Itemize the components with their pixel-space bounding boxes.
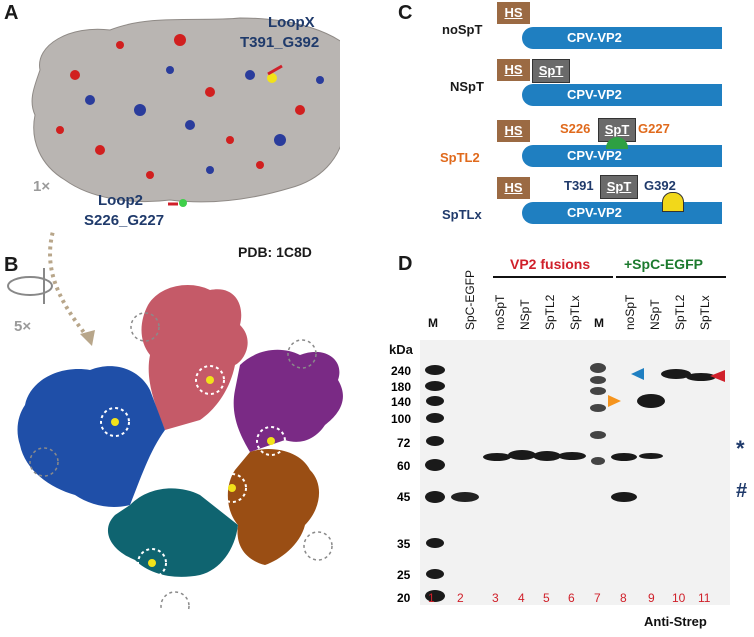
pentamer-structure: [7, 230, 343, 610]
lane-header-1: M: [428, 316, 438, 330]
lane-number-6: 6: [568, 591, 575, 605]
marker-180: 180: [391, 380, 412, 394]
hs-tag: HS: [497, 177, 530, 199]
construct-name: SpTLx: [442, 207, 482, 222]
marker-25: 25: [397, 568, 411, 582]
lane-number-3: 3: [492, 591, 499, 605]
group-spc-egfp: +SpC-EGFP: [624, 256, 703, 272]
marker-72: 72: [397, 436, 411, 450]
loop2-site-marker: [179, 199, 187, 207]
group-line-2: [616, 276, 726, 278]
vp2-bar: CPV-VP2: [522, 137, 722, 167]
panel-b-label: B: [4, 254, 19, 276]
lane-header-3: noSpT: [493, 294, 507, 330]
lane-header-4: NSpT: [518, 299, 532, 330]
vp2-label: CPV-VP2: [567, 148, 622, 163]
insertion-left-residue: S226: [560, 121, 591, 136]
construct-nspt: NSpT HS SpT CPV-VP2: [440, 57, 750, 117]
panel-a-label: A: [4, 2, 19, 24]
insertion-right-residue: G227: [638, 121, 670, 136]
marker-100: 100: [391, 412, 412, 426]
vp2-label: CPV-VP2: [567, 30, 622, 45]
lane-header-5: SpTL2: [543, 294, 557, 330]
loopx-title: LoopX: [268, 14, 315, 31]
marker-140: 140: [391, 395, 412, 409]
lane-header-6: SpTLx: [568, 295, 582, 330]
construct-name: NSpT: [450, 79, 484, 94]
loopx-site-marker: [267, 73, 277, 83]
construct-sptl2: SpTL2 HS S226 SpT G227 CPV-VP2: [440, 118, 750, 178]
loopx-site: T391_G392: [240, 34, 320, 51]
lane-header-8: noSpT: [623, 294, 637, 330]
group-line-1: [493, 276, 613, 278]
lane-header-7: M: [594, 316, 604, 330]
lane-number-9: 9: [648, 591, 655, 605]
hs-tag: HS: [497, 59, 530, 81]
vp2-bar: CPV-VP2: [522, 27, 722, 49]
lane-number-1: 1: [428, 591, 435, 605]
construct-nospt: noSpT HS CPV-VP2: [440, 0, 750, 60]
lane-header-10: SpTL2: [673, 294, 687, 330]
loop-marker: [662, 192, 684, 212]
hs-tag: HS: [497, 2, 530, 24]
western-blot: [420, 340, 730, 605]
blue-arrow: [631, 368, 644, 380]
hash-annotation: #: [736, 480, 748, 502]
vp2-label: CPV-VP2: [567, 87, 622, 102]
lane-number-4: 4: [518, 591, 525, 605]
marker-60: 60: [397, 459, 411, 473]
lane-number-2: 2: [457, 591, 464, 605]
loop2-site: S226_G227: [84, 212, 165, 229]
orange-arrow: [608, 395, 621, 407]
panel-c-label: C: [398, 2, 413, 24]
spt-tag: SpT: [600, 175, 638, 199]
hs-tag: HS: [497, 120, 530, 142]
lane-header-11: SpTLx: [698, 295, 712, 330]
count-5x-label: 5×: [14, 318, 32, 335]
loop-marker: [606, 137, 628, 149]
lane-number-7: 7: [594, 591, 601, 605]
kda-label: kDa: [389, 342, 413, 357]
construct-name: SpTL2: [440, 150, 480, 165]
count-1x-label: 1×: [33, 178, 51, 195]
antibody-label: Anti-Strep: [644, 614, 707, 629]
star-annotation: *: [736, 436, 745, 461]
panel-d-label: D: [398, 253, 413, 275]
lane-header-2: SpC-EGFP: [463, 269, 477, 330]
rotation-icon: [7, 276, 53, 296]
lane-number-10: 10: [672, 591, 686, 605]
marker-35: 35: [397, 537, 411, 551]
marker-45: 45: [397, 490, 411, 504]
construct-sptlx: SpTLx HS T391 SpT G392 CPV-VP2: [440, 175, 750, 235]
loop2-title: Loop2: [98, 192, 143, 209]
lane-number-11: 11: [698, 591, 711, 605]
vp2-bar: CPV-VP2: [522, 84, 722, 106]
spt-tag: SpT: [532, 59, 570, 83]
group-vp2-fusions: VP2 fusions: [510, 256, 591, 272]
marker-20: 20: [397, 591, 411, 605]
insertion-left-residue: T391: [564, 178, 594, 193]
protein-surface-monomer: [31, 17, 340, 207]
lane-number-8: 8: [620, 591, 627, 605]
vp2-label: CPV-VP2: [567, 205, 622, 220]
pdb-label: PDB: 1C8D: [238, 244, 312, 260]
vp2-bar: CPV-VP2: [522, 192, 722, 224]
lane-header-9: NSpT: [648, 299, 662, 330]
construct-name: noSpT: [442, 22, 483, 37]
lane-number-5: 5: [543, 591, 550, 605]
marker-240: 240: [391, 364, 412, 378]
insertion-right-residue: G392: [644, 178, 676, 193]
red-arrow: [710, 370, 725, 382]
